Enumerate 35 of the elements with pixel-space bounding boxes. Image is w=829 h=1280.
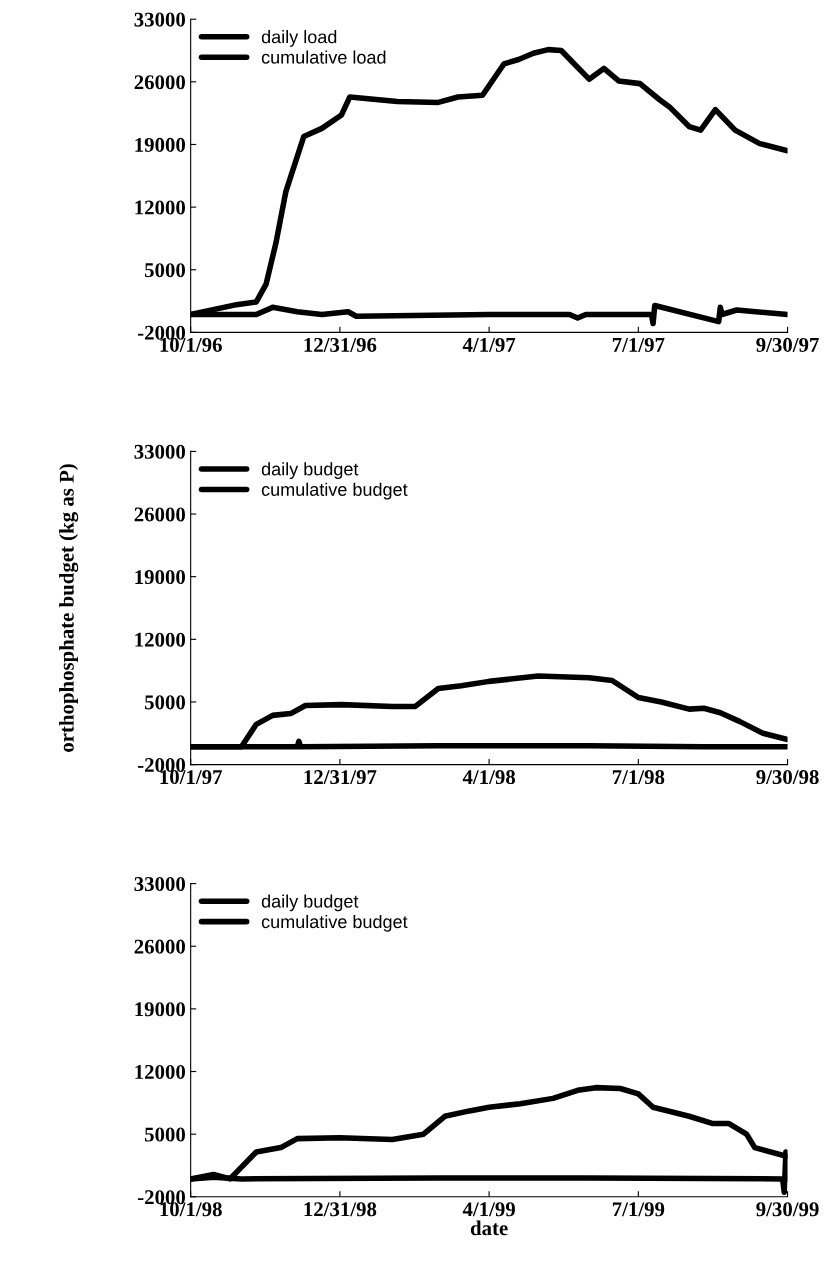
y-tick-label: 26000 <box>134 75 186 90</box>
y-tick-label: 26000 <box>134 507 186 522</box>
y-tick-label: 33000 <box>134 876 186 892</box>
x-tick-label: 12/31/97 <box>304 770 377 785</box>
legend-label: cumulative budget <box>261 482 408 500</box>
legend-label: daily load <box>261 30 337 47</box>
y-tick-label: 19000 <box>135 137 186 152</box>
y-tick-label: 5000 <box>144 695 186 710</box>
legend-label: daily budget <box>261 894 359 912</box>
y-tick-label: 12000 <box>135 1064 186 1079</box>
x-tick-label: 9/30/99 <box>756 1202 819 1217</box>
legend-label: cumulative load <box>261 50 386 64</box>
y-tick-label: 5000 <box>144 1127 186 1142</box>
x-tick-label: 9/30/97 <box>756 337 819 352</box>
x-tick-label: 4/1/99 <box>462 1202 515 1217</box>
y-tick-label: 26000 <box>134 939 186 954</box>
x-tick-label: 12/31/96 <box>304 337 377 352</box>
y-tick-label: 19000 <box>135 1002 186 1017</box>
x-tick-label: 7/1/98 <box>612 770 665 785</box>
y-tick-label: 19000 <box>135 570 186 585</box>
y-axis-title: orthophosphate budget (kg as P) <box>59 464 79 752</box>
y-tick-label: 33000 <box>134 12 186 27</box>
x-tick-label: 4/1/97 <box>462 337 516 352</box>
legend-label: daily budget <box>261 462 359 480</box>
x-tick-label: 7/1/97 <box>612 337 665 352</box>
y-tick-label: 5000 <box>144 263 186 278</box>
x-tick-label: 4/1/98 <box>462 770 516 785</box>
x-axis-title: date <box>470 1220 508 1236</box>
legend-label: cumulative budget <box>261 914 408 932</box>
y-tick-label: 12000 <box>135 632 186 647</box>
x-tick-label: 7/1/99 <box>612 1202 665 1217</box>
y-tick-label: 12000 <box>135 200 186 215</box>
y-tick-label: 33000 <box>134 444 186 459</box>
x-tick-label: 12/31/98 <box>304 1202 377 1217</box>
x-tick-label: 9/30/98 <box>756 770 819 785</box>
